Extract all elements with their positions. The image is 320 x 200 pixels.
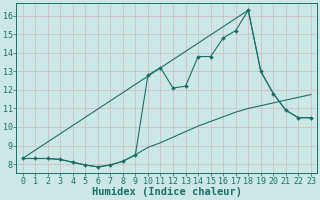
X-axis label: Humidex (Indice chaleur): Humidex (Indice chaleur): [92, 187, 242, 197]
